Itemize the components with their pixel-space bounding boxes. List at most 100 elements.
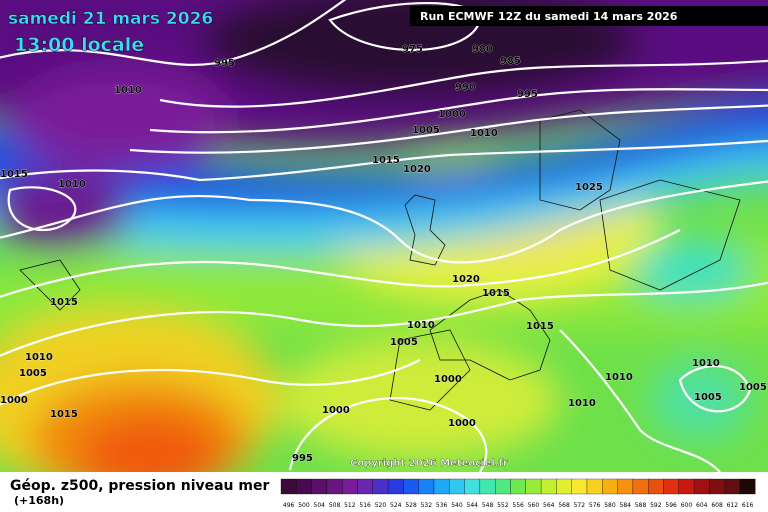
isobar-label: 1020 [403,164,431,175]
scale-swatch [739,478,756,495]
scale-swatch [510,478,526,495]
scale-swatch [326,478,343,495]
scale-label: 500 [298,502,310,509]
scale-swatch [357,478,373,495]
isobar-label: 1010 [692,358,720,369]
scale-label: 540 [451,502,463,509]
scale-swatch [464,478,481,495]
isobar-label: 1005 [412,125,440,136]
scale-swatch [296,478,312,495]
scale-swatch [280,478,297,495]
scale-label: 548 [482,502,494,509]
isobar-label: 1005 [390,337,418,348]
scale-label: 536 [436,502,448,509]
scale-swatch [602,478,618,495]
scale-swatch [709,478,725,495]
scale-swatch [678,478,695,495]
isobar-label: 1015 [372,155,400,166]
isobar-label: 1010 [470,128,498,139]
scale-label: 580 [604,502,616,509]
isobar-label: 1005 [19,368,47,379]
scale-swatch [632,478,649,495]
scale-swatch [479,478,496,495]
isobar-label: 1010 [407,320,435,331]
scale-label: 504 [314,502,326,509]
scale-label: 592 [650,502,662,509]
isobar-label: 1020 [452,274,480,285]
scale-label: 528 [405,502,417,509]
scale-swatch [556,478,572,495]
scale-swatch [648,478,664,495]
isobar-label: 1010 [114,85,142,96]
scale-label: 600 [681,502,693,509]
scale-label: 608 [711,502,723,509]
isobar-label: 995 [517,89,538,100]
isobar-label: 1000 [0,395,28,406]
scale-swatch [586,478,603,495]
scale-label: 616 [742,502,754,509]
scale-swatch [617,478,634,495]
scale-label: 512 [344,502,356,509]
scale-label: 604 [696,502,708,509]
isobar-label: 995 [292,453,313,464]
scale-label: 564 [543,502,555,509]
scale-label: 588 [635,502,647,509]
scale-swatch [525,478,542,495]
isobar-label: 1000 [438,109,466,120]
isobar-label: 1010 [58,179,86,190]
footer-lead: (+168h) [14,494,64,507]
scale-label: 596 [665,502,677,509]
footer-title: Géop. z500, pression niveau mer [10,478,269,494]
isobar-label: 985 [500,56,521,67]
scale-label: 544 [467,502,479,509]
scale-swatch [663,478,679,495]
scale-swatch [433,478,450,495]
scale-swatch [403,478,419,495]
scale-swatch [540,478,557,495]
scale-label: 524 [390,502,402,509]
scale-label: 532 [421,502,433,509]
scale-label: 612 [727,502,739,509]
field [0,0,768,472]
scale-label: 576 [589,502,601,509]
run-info: Run ECMWF 12Z du samedi 14 mars 2026 [420,10,678,23]
scale-swatch [418,478,435,495]
isobar-label: 990 [455,82,476,93]
scale-swatch [342,478,358,495]
scale-swatch [387,478,404,495]
copyright: Copyright 2026 Meteociel.fr [350,458,508,469]
scale-label: 584 [620,502,632,509]
scale-label: 572 [574,502,586,509]
scale-label: 496 [283,502,295,509]
scale-swatch [724,478,741,495]
run-box [410,6,768,26]
isobar-label: 1000 [322,405,350,416]
isobar-label: 1010 [605,372,633,383]
date: samedi 21 mars 2026 [8,9,213,29]
isobar-label: 1015 [50,409,78,420]
isobar-label: 1015 [50,297,78,308]
scale-swatch [372,478,389,495]
isobar-label: 975 [402,44,423,55]
isobar-label: 995 [214,58,235,69]
scale-label: 516 [359,502,371,509]
isobar-label: 1005 [694,392,722,403]
scale-swatch [571,478,588,495]
isobar-label: 1025 [575,182,603,193]
scale-label: 560 [528,502,540,509]
scale-swatch [495,478,511,495]
isobar-label: 1000 [448,418,476,429]
scale-swatch [311,478,328,495]
isobar-label: 1015 [482,288,510,299]
isobar-label: 1015 [0,169,28,180]
scale-label: 508 [329,502,341,509]
scale-swatch [693,478,710,495]
isobar-label: 1015 [526,321,554,332]
isobar-label: 1010 [568,398,596,409]
isobar-label: 1005 [739,382,767,393]
scale-label: 556 [512,502,524,509]
isobar-label: 1000 [434,374,462,385]
time: 13:00 locale [14,34,144,56]
scale-label: 520 [375,502,387,509]
